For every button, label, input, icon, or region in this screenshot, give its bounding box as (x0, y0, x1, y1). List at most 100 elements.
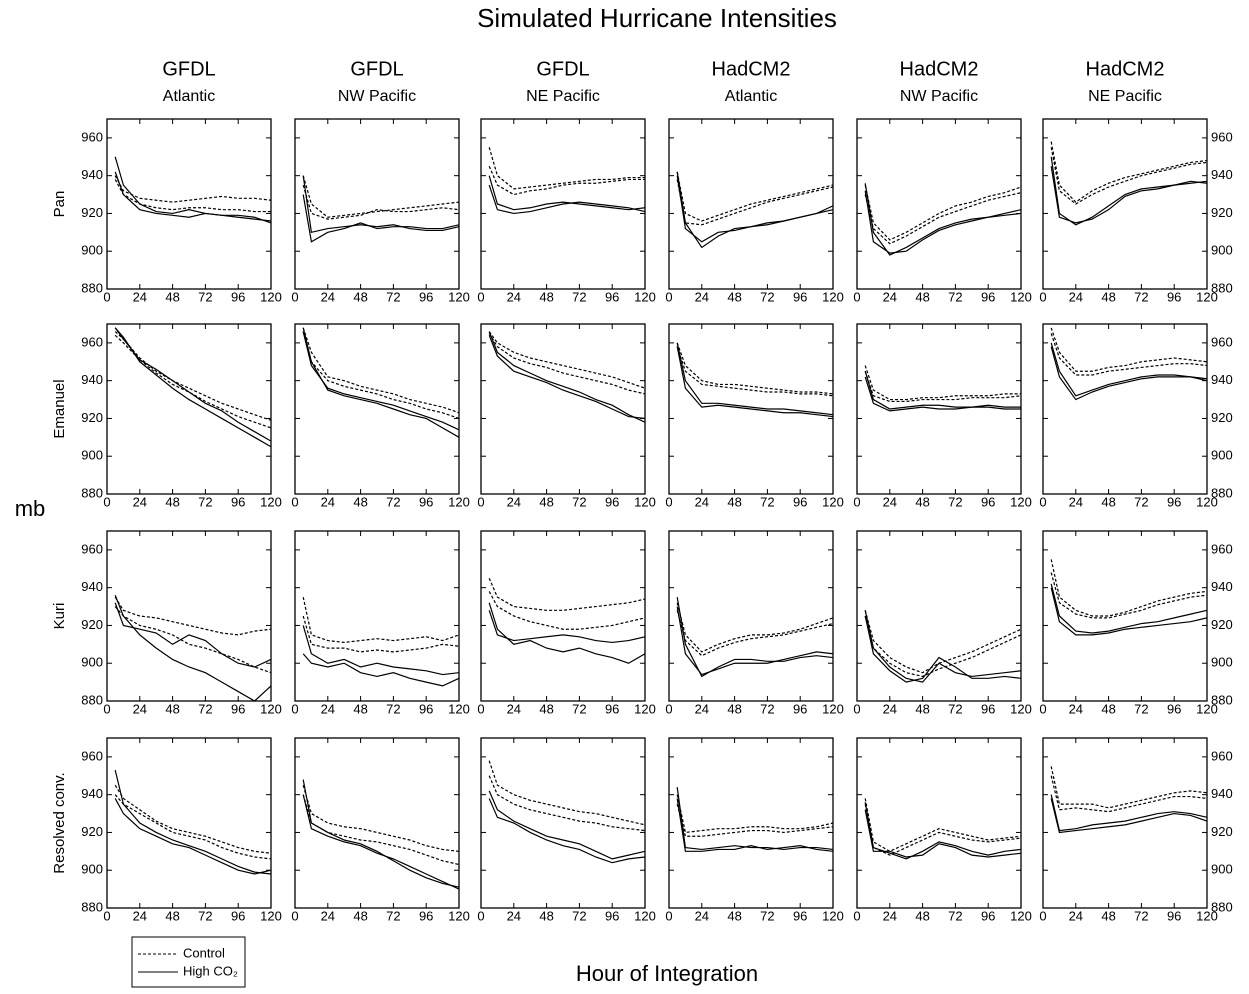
plot-frame (1042, 118, 1208, 290)
x-tick-label: 24 (507, 908, 521, 923)
control-line (302, 331, 460, 420)
x-tick-label: 96 (793, 908, 807, 923)
plot-frame (294, 323, 460, 495)
x-tick-label: 24 (507, 701, 521, 716)
control-line (676, 610, 834, 657)
x-tick-label: 0 (477, 701, 484, 716)
y-tick-label: 920 (81, 617, 103, 632)
x-tick-label: 72 (1134, 701, 1148, 716)
control-line (676, 803, 834, 837)
x-tick-label: 72 (760, 908, 774, 923)
x-tick-label: 120 (448, 908, 470, 923)
control-line (676, 342, 834, 395)
panel: 0 24 48 72 96 120 (665, 530, 844, 716)
row-label: Pan (51, 191, 68, 218)
y-tick-label: 920 (81, 824, 103, 839)
x-tick-label: 0 (1039, 701, 1046, 716)
high-co2-line (114, 769, 272, 875)
high-co2-line (114, 594, 272, 702)
plot-frame (294, 118, 460, 290)
control-line (114, 334, 272, 429)
x-tick-label: 24 (695, 701, 709, 716)
x-tick-label: 24 (133, 494, 147, 509)
high-co2-line (302, 625, 460, 676)
control-line (488, 147, 645, 190)
x-tick-label: 96 (981, 701, 995, 716)
row-label: Resolved conv. (51, 772, 68, 873)
x-tick-label: 120 (260, 494, 282, 509)
x-tick-label: 24 (1069, 908, 1083, 923)
plot-frame (106, 118, 272, 290)
x-tick-label: 96 (231, 494, 245, 509)
high-co2-line (1050, 798, 1208, 834)
x-tick-label: 0 (1039, 908, 1046, 923)
x-tick-label: 24 (695, 289, 709, 304)
x-tick-label: 48 (353, 908, 367, 923)
x-tick-label: 48 (539, 494, 553, 509)
x-tick-label: 96 (981, 908, 995, 923)
plot-frame (1042, 737, 1208, 909)
column-region: Atlantic (725, 88, 777, 105)
x-tick-label: 72 (760, 701, 774, 716)
plot-frame (480, 737, 646, 909)
x-tick-label: 120 (634, 908, 656, 923)
x-tick-label: 24 (1069, 289, 1083, 304)
x-tick-label: 48 (353, 494, 367, 509)
x-tick-label: 120 (822, 908, 844, 923)
x-tick-label: 0 (853, 908, 860, 923)
high-co2-line (488, 184, 646, 215)
y-tick-label: 900 (81, 243, 103, 258)
control-line (1050, 572, 1208, 619)
x-tick-label: 72 (948, 494, 962, 509)
high-co2-line (302, 779, 460, 888)
x-tick-label: 72 (572, 701, 586, 716)
control-line (1050, 327, 1208, 372)
x-tick-label: 96 (1167, 701, 1181, 716)
high-co2-line (302, 175, 460, 234)
plot-frame (856, 530, 1022, 702)
control-line (114, 606, 272, 674)
x-tick-label: 24 (883, 494, 897, 509)
plot-frame (668, 323, 834, 495)
y-tick-label: 940 (1211, 786, 1233, 801)
x-tick-label: 0 (853, 289, 860, 304)
control-line (114, 175, 272, 203)
control-line (488, 331, 646, 389)
control-line (676, 346, 834, 397)
control-line (488, 577, 646, 611)
x-tick-label: 96 (231, 289, 245, 304)
x-tick-label: 120 (822, 701, 844, 716)
y-tick-label: 960 (81, 129, 103, 144)
x-tick-label: 96 (419, 908, 433, 923)
high-co2-line (1050, 583, 1208, 634)
x-tick-label: 120 (634, 494, 656, 509)
x-tick-label: 96 (605, 494, 619, 509)
x-tick-label: 96 (231, 701, 245, 716)
x-tick-label: 24 (695, 908, 709, 923)
x-tick-label: 48 (915, 289, 929, 304)
x-tick-label: 24 (133, 908, 147, 923)
x-tick-label: 72 (386, 908, 400, 923)
y-tick-label: 880 (1211, 280, 1233, 295)
x-tick-label: 0 (477, 908, 484, 923)
x-tick-label: 120 (1196, 701, 1218, 716)
column-model: HadCM2 (900, 58, 979, 80)
high-co2-line (114, 602, 272, 668)
y-tick-label: 880 (1211, 692, 1233, 707)
high-co2-line (676, 798, 834, 852)
x-tick-label: 120 (1196, 908, 1218, 923)
control-line (864, 615, 1022, 678)
high-co2-line (676, 171, 834, 249)
x-tick-label: 120 (448, 289, 470, 304)
panel: 0 24 48 72 96 120 (853, 530, 1032, 716)
column-model: GFDL (536, 58, 589, 80)
x-tick-label: 24 (507, 494, 521, 509)
high-co2-line (676, 606, 834, 676)
high-co2-line (676, 597, 834, 678)
x-tick-label: 72 (572, 289, 586, 304)
